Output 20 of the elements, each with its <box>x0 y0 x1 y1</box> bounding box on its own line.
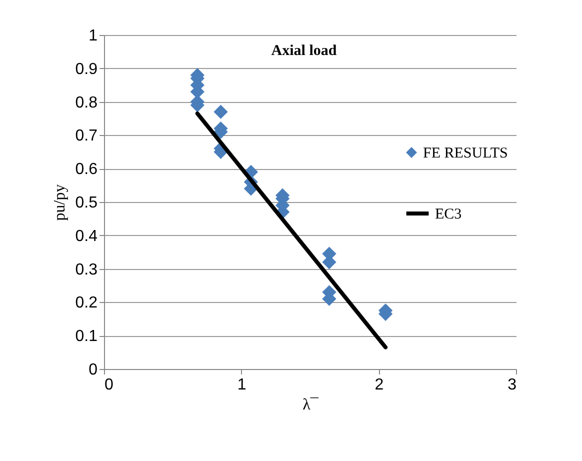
y-tick-label: 0.9 <box>75 60 98 78</box>
y-tick-label: 0.1 <box>75 328 98 346</box>
legend-label: EC3 <box>435 206 462 222</box>
y-tick-label: 1 <box>88 28 98 44</box>
x-axis-title: λ¯ <box>302 396 320 414</box>
y-tick-label: 0.7 <box>75 128 98 145</box>
x-tick-label: 0 <box>104 376 114 394</box>
y-tick-label: 0 <box>88 362 98 378</box>
x-tick-label: 1 <box>237 376 246 394</box>
x-tick-label: 3 <box>508 376 517 394</box>
y-tick-label: 0.4 <box>75 228 98 245</box>
text: Axial load <box>271 43 338 59</box>
y-tick-label: 0.3 <box>75 261 98 278</box>
y-axis-title: pu/py <box>51 184 68 221</box>
y-tick-label: 0.6 <box>75 161 98 178</box>
y-tick-label: 0.8 <box>75 94 98 112</box>
legend-label: FE RESULTS <box>423 146 508 162</box>
x-tick-label: 2 <box>374 376 384 394</box>
y-tick-label: 0.2 <box>75 294 98 312</box>
y-tick-label: 0.5 <box>75 194 98 212</box>
